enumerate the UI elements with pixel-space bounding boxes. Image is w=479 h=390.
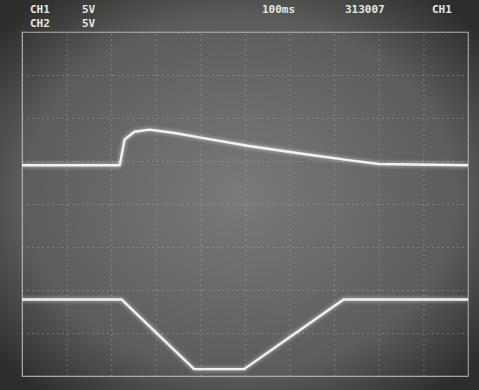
grid-line [22,333,468,334]
grid-line [22,161,468,162]
grid-line [334,32,335,376]
readout-text: CH1 [432,3,452,16]
tick [22,333,468,334]
tick [22,247,468,248]
tick [22,290,468,291]
readout-text: 313007 [345,3,385,16]
scope-screen: CH15V100ms313007CH1CH25V [0,0,479,390]
traces [22,130,468,370]
tick [245,32,246,376]
grid-line [245,32,246,376]
readout: CH15V100ms313007CH1CH25V [30,3,452,30]
grid-line [290,32,291,376]
tick [290,32,291,376]
readout-text: CH2 [30,17,50,30]
tick [156,32,157,376]
tick [334,32,335,376]
readout-text: 100ms [262,3,295,16]
readout-text: CH1 [30,3,50,16]
readout-text: 5V [82,3,96,16]
trace [22,130,468,166]
trace [22,299,468,369]
tick [200,32,201,376]
axis-line [23,32,469,377]
grid-line [200,32,201,376]
grid-line [22,118,468,119]
axis-line [23,33,469,377]
frame [22,32,468,376]
grid-line [22,75,468,76]
background [0,0,479,390]
tick [22,118,468,119]
readout-text: 5V [82,17,96,30]
x-grid [23,32,469,377]
tick [22,75,468,76]
grid-line [22,247,468,248]
tick [22,161,468,162]
y-grid [22,33,468,377]
plot [22,32,469,377]
grid-line [22,204,468,205]
tick [22,204,468,205]
grid-line [156,32,157,376]
grid-line [22,290,468,291]
